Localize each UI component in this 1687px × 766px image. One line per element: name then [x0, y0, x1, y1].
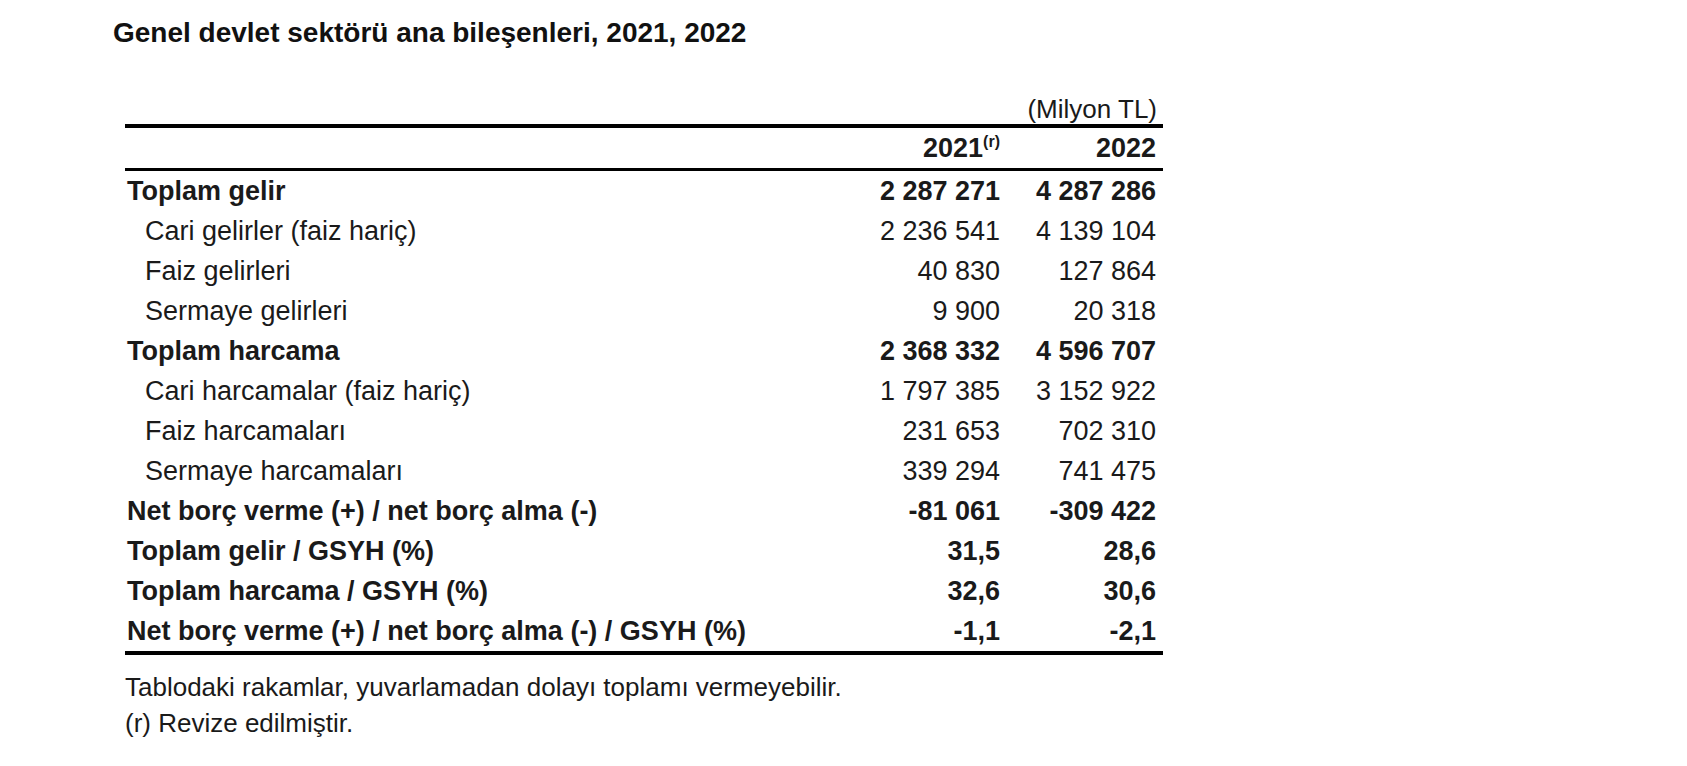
value-2021: -1,1 — [805, 611, 1000, 653]
table-row: Toplam gelir2 287 2714 287 286 — [125, 170, 1163, 212]
row-label: Toplam gelir / GSYH (%) — [125, 531, 805, 571]
table-row: Toplam gelir / GSYH (%)31,528,6 — [125, 531, 1163, 571]
row-label: Toplam gelir — [125, 170, 805, 212]
value-2022: 702 310 — [1000, 411, 1163, 451]
table-body: Toplam gelir2 287 2714 287 286Cari gelir… — [125, 170, 1163, 654]
row-label: Cari gelirler (faiz hariç) — [125, 211, 805, 251]
unit-label: (Milyon TL) — [125, 94, 1163, 124]
value-2022: 4 287 286 — [1000, 170, 1163, 212]
row-label: Sermaye gelirleri — [125, 291, 805, 331]
row-label: Net borç verme (+) / net borç alma (-) — [125, 491, 805, 531]
value-2022: 28,6 — [1000, 531, 1163, 571]
value-2021: 2 236 541 — [805, 211, 1000, 251]
column-header-2021-year: 2021 — [923, 133, 983, 163]
table-row: Faiz harcamaları231 653702 310 — [125, 411, 1163, 451]
footnote-revision: (r) Revize edilmiştir. — [125, 705, 1163, 741]
footnotes: Tablodaki rakamlar, yuvarlamadan dolayı … — [125, 669, 1163, 741]
value-2021: 31,5 — [805, 531, 1000, 571]
row-label: Net borç verme (+) / net borç alma (-) /… — [125, 611, 805, 653]
value-2021: 9 900 — [805, 291, 1000, 331]
header-row: 2021(r) 2022 — [125, 126, 1163, 170]
value-2021: 231 653 — [805, 411, 1000, 451]
page-title: Genel devlet sektörü ana bileşenleri, 20… — [113, 16, 746, 50]
value-2022: -2,1 — [1000, 611, 1163, 653]
value-2021: 2 287 271 — [805, 170, 1000, 212]
value-2021: 2 368 332 — [805, 331, 1000, 371]
row-label: Toplam harcama — [125, 331, 805, 371]
value-2022: 3 152 922 — [1000, 371, 1163, 411]
value-2021: 40 830 — [805, 251, 1000, 291]
column-header-labels — [125, 126, 805, 170]
table-row: Sermaye harcamaları339 294741 475 — [125, 451, 1163, 491]
value-2022: 741 475 — [1000, 451, 1163, 491]
row-label: Faiz harcamaları — [125, 411, 805, 451]
table-row: Cari harcamalar (faiz hariç)1 797 3853 1… — [125, 371, 1163, 411]
value-2022: 4 596 707 — [1000, 331, 1163, 371]
value-2022: -309 422 — [1000, 491, 1163, 531]
page: Genel devlet sektörü ana bileşenleri, 20… — [0, 0, 1687, 766]
value-2021: 32,6 — [805, 571, 1000, 611]
value-2022: 4 139 104 — [1000, 211, 1163, 251]
table-row: Cari gelirler (faiz hariç)2 236 5414 139… — [125, 211, 1163, 251]
table-row: Sermaye gelirleri9 90020 318 — [125, 291, 1163, 331]
row-label: Sermaye harcamaları — [125, 451, 805, 491]
table-row: Toplam harcama2 368 3324 596 707 — [125, 331, 1163, 371]
table-row: Toplam harcama / GSYH (%)32,630,6 — [125, 571, 1163, 611]
table-area: (Milyon TL) 2021(r) 2022 Toplam gelir2 2… — [125, 94, 1163, 741]
value-2022: 20 318 — [1000, 291, 1163, 331]
column-header-2021: 2021(r) — [805, 126, 1000, 170]
column-header-2021-revision-mark: (r) — [983, 133, 1000, 150]
table-row: Net borç verme (+) / net borç alma (-)-8… — [125, 491, 1163, 531]
column-header-2022: 2022 — [1000, 126, 1163, 170]
value-2022: 30,6 — [1000, 571, 1163, 611]
row-label: Cari harcamalar (faiz hariç) — [125, 371, 805, 411]
value-2021: -81 061 — [805, 491, 1000, 531]
footnote-rounding: Tablodaki rakamlar, yuvarlamadan dolayı … — [125, 669, 1163, 705]
main-table: 2021(r) 2022 Toplam gelir2 287 2714 287 … — [125, 124, 1163, 655]
value-2021: 1 797 385 — [805, 371, 1000, 411]
value-2022: 127 864 — [1000, 251, 1163, 291]
table-header: 2021(r) 2022 — [125, 126, 1163, 170]
value-2021: 339 294 — [805, 451, 1000, 491]
row-label: Toplam harcama / GSYH (%) — [125, 571, 805, 611]
table-row: Net borç verme (+) / net borç alma (-) /… — [125, 611, 1163, 653]
row-label: Faiz gelirleri — [125, 251, 805, 291]
table-row: Faiz gelirleri40 830127 864 — [125, 251, 1163, 291]
